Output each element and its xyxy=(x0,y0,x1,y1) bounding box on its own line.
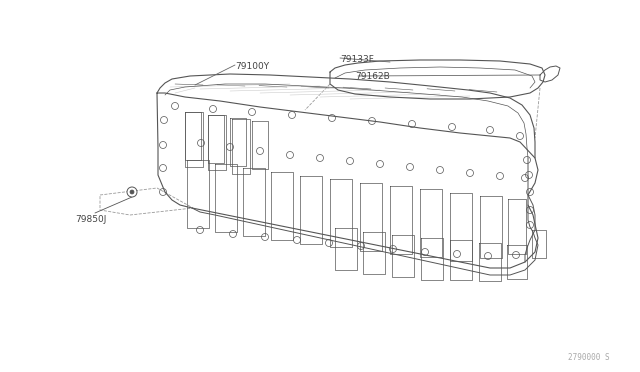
Text: 79162B: 79162B xyxy=(355,72,390,81)
Text: 2790000 S: 2790000 S xyxy=(568,353,610,362)
Circle shape xyxy=(127,187,137,197)
Text: 79133F: 79133F xyxy=(340,55,374,64)
Text: 79850J: 79850J xyxy=(75,215,106,224)
Circle shape xyxy=(130,190,134,194)
Text: 79100Y: 79100Y xyxy=(235,62,269,71)
